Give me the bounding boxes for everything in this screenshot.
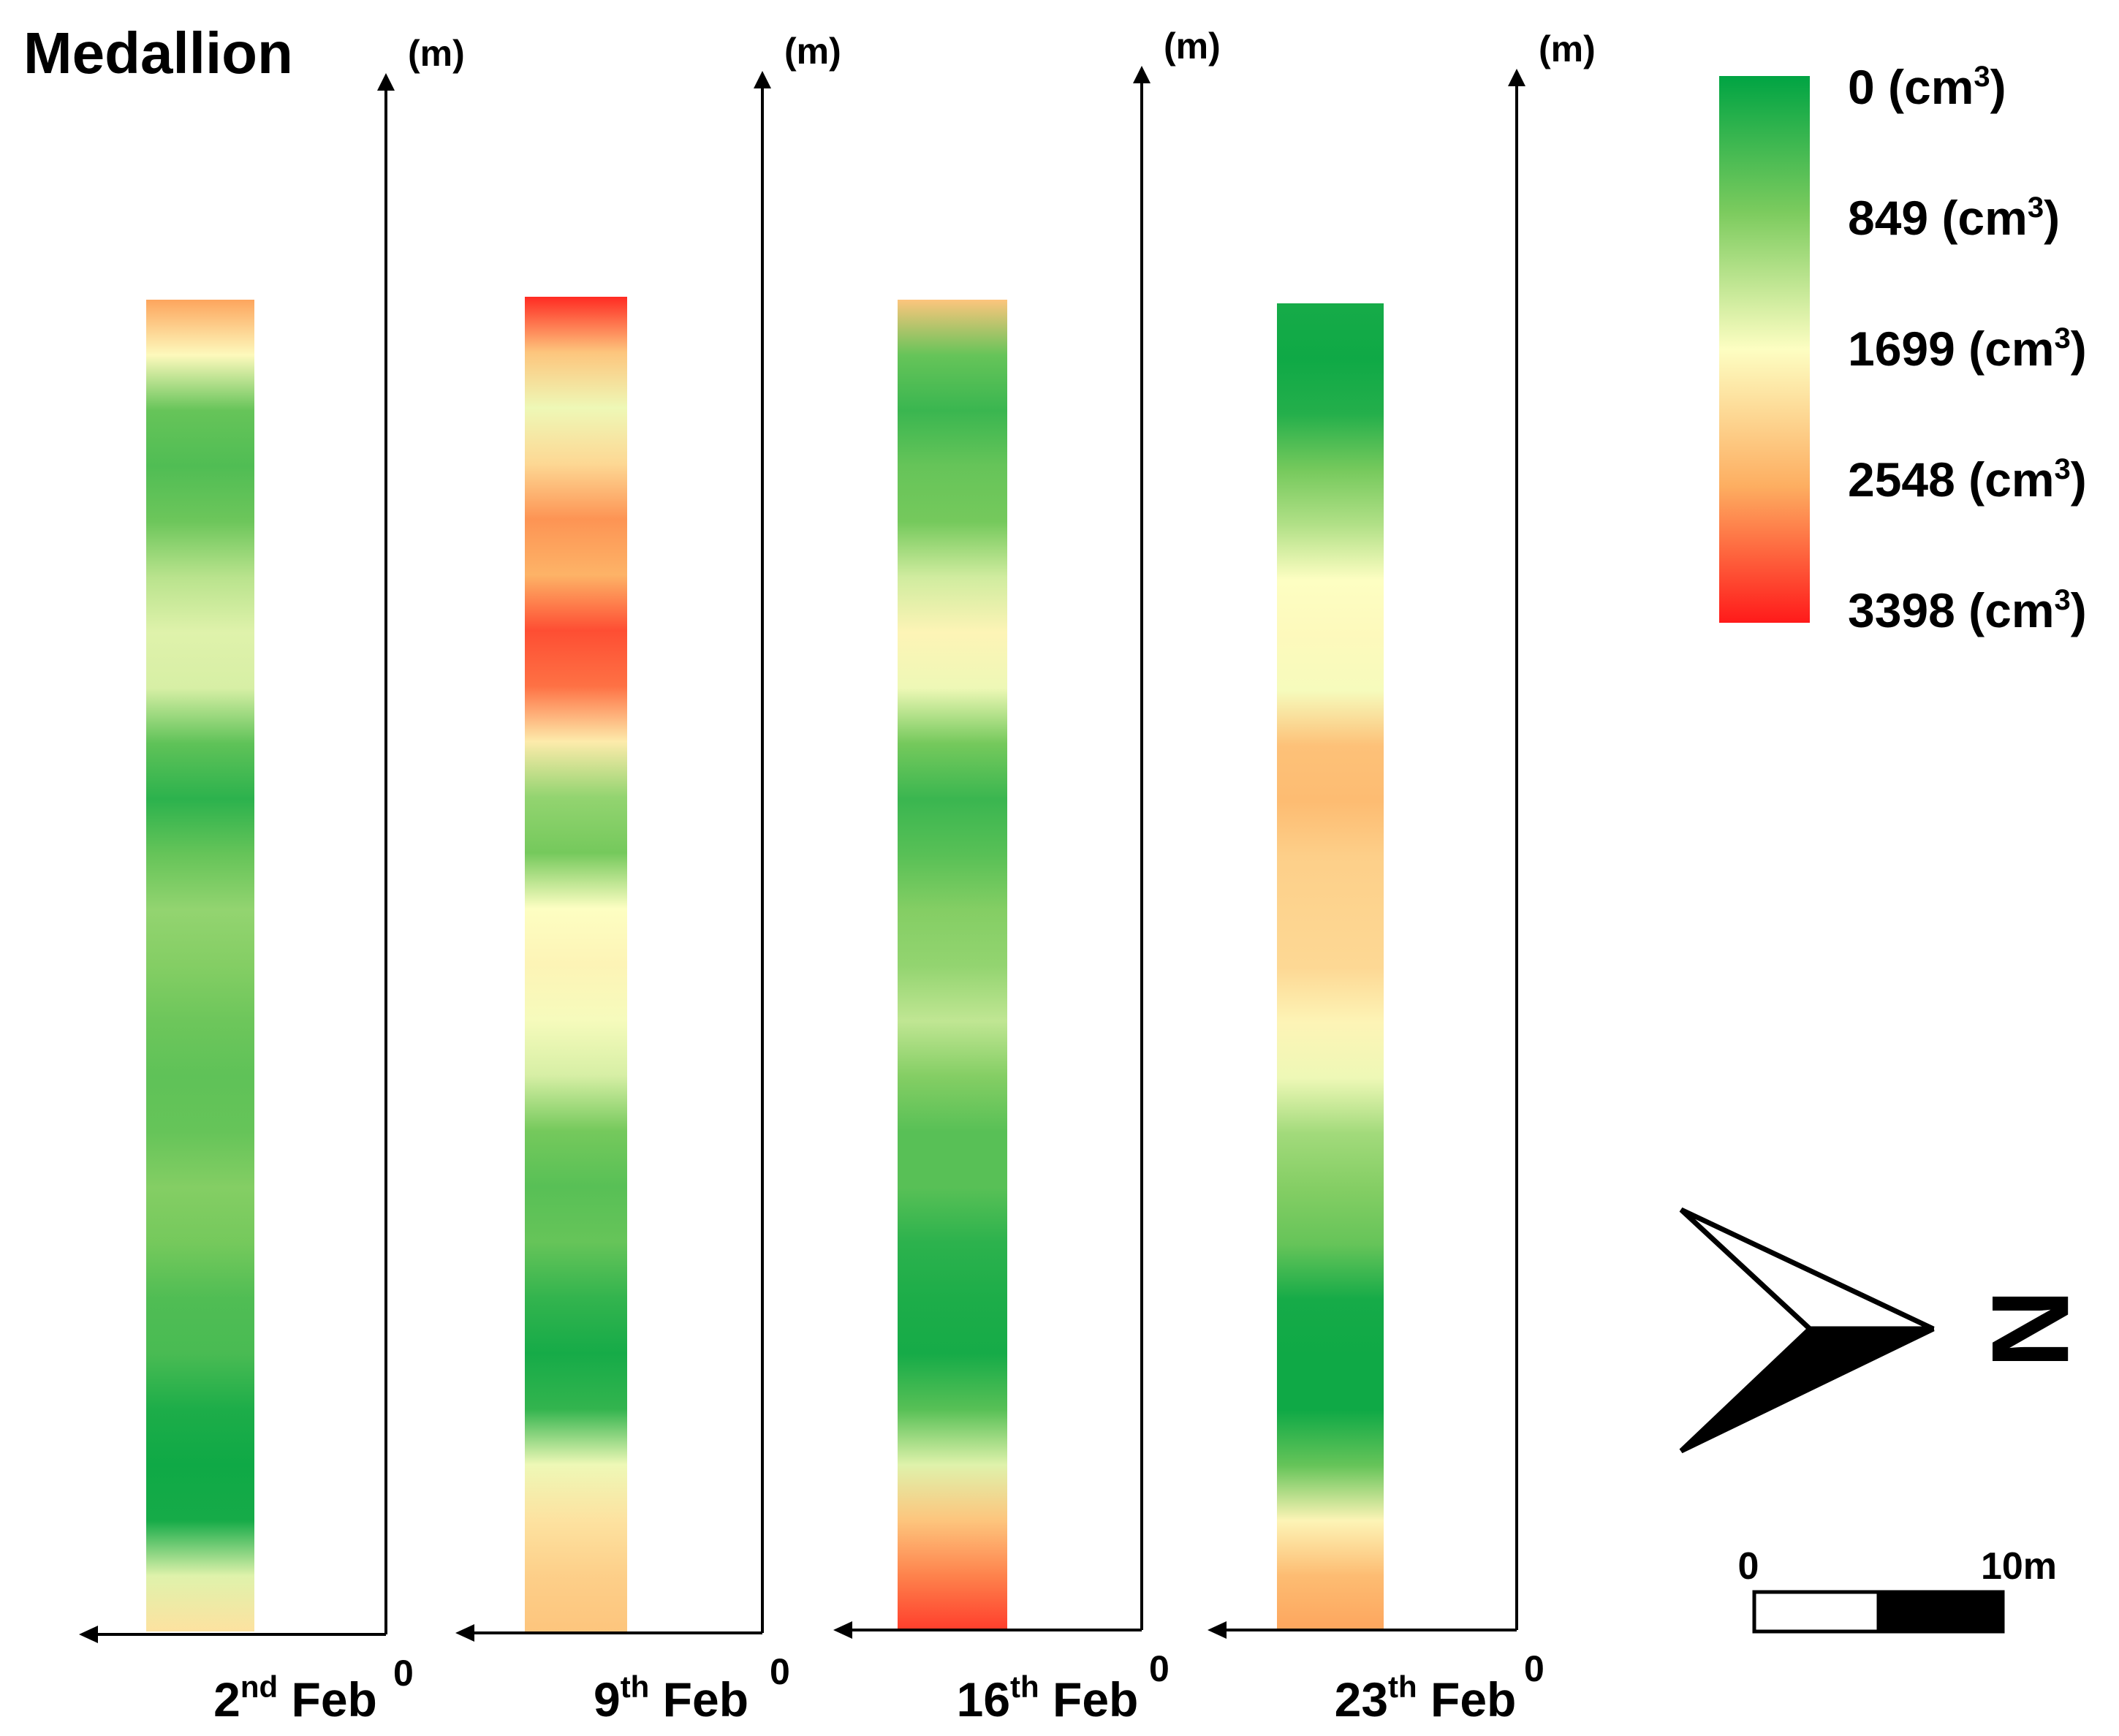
- origin-label: 0: [1149, 1648, 1170, 1689]
- north-arrow-icon: N: [1681, 1210, 2092, 1451]
- date-label: 2nd Feb: [213, 1669, 377, 1726]
- axis-unit-label: (m): [1539, 29, 1596, 69]
- scale-bar-max-label: 10m: [1981, 1545, 2057, 1588]
- colorbar-tick-label: 2548 (cm3): [1848, 452, 2087, 507]
- y-axis-arrow-icon: [1133, 66, 1151, 83]
- colorbar-tick-label: 3398 (cm3): [1848, 583, 2087, 637]
- axis-unit-label: (m): [408, 33, 465, 74]
- origin-label: 0: [393, 1653, 414, 1694]
- x-axis-arrow-icon: [833, 1621, 852, 1639]
- date-label: 16th Feb: [957, 1669, 1139, 1726]
- heatmap-panel: (m) 0 2nd Feb: [79, 33, 465, 1726]
- heatmap-panel: (m) 0 9th Feb: [455, 31, 841, 1726]
- origin-label: 0: [1524, 1648, 1544, 1689]
- axis-unit-label: (m): [784, 31, 841, 72]
- colorbar-tick-label: 1699 (cm3): [1848, 322, 2087, 376]
- colorbar-tick-label: 0 (cm3): [1848, 60, 2006, 114]
- heatmap-strip: [146, 300, 254, 1631]
- colorbar-gradient: [1719, 76, 1810, 623]
- scale-bar: 0 10m: [1738, 1545, 2058, 1631]
- heatmap-strip: [525, 297, 627, 1631]
- x-axis-arrow-icon: [455, 1624, 474, 1642]
- colorbar: 0 (cm3) 849 (cm3) 1699 (cm3) 2548 (cm3) 3398…: [1719, 60, 2087, 637]
- origin-label: 0: [770, 1651, 790, 1692]
- axis-unit-label: (m): [1164, 26, 1221, 67]
- date-label: 9th Feb: [594, 1669, 748, 1726]
- chart-title: Medallion: [23, 20, 293, 86]
- colorbar-tick-label: 849 (cm3): [1848, 191, 2060, 245]
- x-axis-arrow-icon: [1208, 1621, 1227, 1639]
- scale-bar-min-label: 0: [1738, 1545, 1759, 1588]
- x-axis-arrow-icon: [79, 1626, 98, 1643]
- figure: Medallion (m)02nd Feb(m)09th Feb(m)016th…: [0, 0, 2119, 1736]
- y-axis-arrow-icon: [754, 71, 771, 88]
- north-label: N: [1969, 1289, 2092, 1368]
- heatmap-strip: [898, 300, 1007, 1631]
- y-axis-arrow-icon: [1508, 69, 1525, 86]
- date-label: 23th Feb: [1335, 1669, 1517, 1726]
- y-axis-arrow-icon: [377, 73, 395, 91]
- heatmap-strip: [1277, 303, 1384, 1631]
